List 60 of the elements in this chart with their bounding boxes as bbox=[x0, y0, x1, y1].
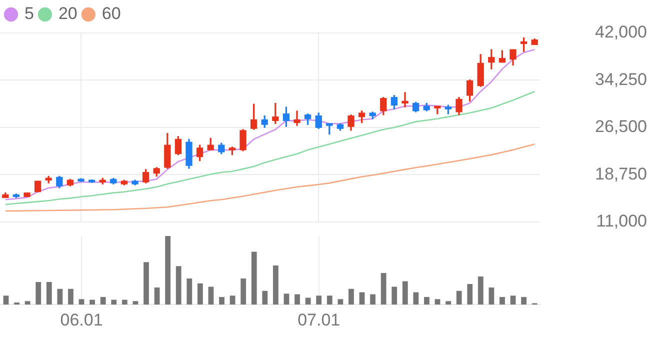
bar bbox=[434, 299, 440, 305]
bar bbox=[132, 301, 138, 305]
bar bbox=[338, 299, 344, 305]
y-tick-label: 34,250 bbox=[595, 70, 647, 89]
bar bbox=[46, 282, 52, 305]
bar bbox=[488, 287, 494, 305]
bar bbox=[521, 297, 527, 305]
candlestick bbox=[294, 110, 300, 126]
bar bbox=[316, 296, 322, 305]
bar bbox=[510, 296, 516, 305]
bar bbox=[273, 266, 278, 305]
bar bbox=[413, 292, 419, 305]
bar bbox=[467, 284, 473, 305]
bar bbox=[424, 297, 430, 305]
bar bbox=[3, 296, 9, 305]
bar bbox=[251, 252, 257, 305]
bar bbox=[165, 236, 171, 305]
bar bbox=[144, 262, 149, 305]
bar bbox=[197, 283, 203, 305]
bar bbox=[262, 290, 268, 305]
bar bbox=[305, 298, 311, 305]
bar bbox=[230, 296, 236, 305]
bar bbox=[402, 281, 408, 305]
bar bbox=[122, 300, 128, 305]
x-tick-label: 07.01 bbox=[298, 310, 340, 330]
legend-label: 20 bbox=[58, 4, 78, 24]
bar bbox=[57, 288, 63, 305]
bar bbox=[186, 278, 192, 305]
bar bbox=[68, 288, 74, 305]
bar bbox=[219, 297, 224, 305]
bar bbox=[478, 276, 484, 305]
bar bbox=[154, 287, 160, 305]
y-tick-label: 18,750 bbox=[595, 164, 647, 184]
bar bbox=[359, 292, 365, 305]
bar bbox=[500, 297, 505, 305]
bar bbox=[446, 301, 451, 305]
bar bbox=[176, 266, 182, 305]
bar bbox=[456, 290, 462, 305]
bar bbox=[294, 294, 300, 305]
y-tick-label: 42,000 bbox=[595, 22, 647, 42]
bar bbox=[326, 296, 332, 305]
bar bbox=[208, 286, 214, 305]
y-tick-label: 26,500 bbox=[595, 117, 647, 136]
bar bbox=[36, 282, 42, 305]
bar bbox=[370, 294, 376, 305]
legend-label: 60 bbox=[102, 4, 121, 24]
bar bbox=[392, 286, 398, 305]
bar bbox=[240, 278, 246, 305]
bar bbox=[100, 297, 106, 305]
bar bbox=[348, 288, 354, 305]
bar bbox=[284, 294, 290, 305]
bar bbox=[380, 273, 386, 305]
x-tick-label: 06.01 bbox=[60, 310, 103, 330]
y-tick-label: 11,000 bbox=[596, 211, 647, 230]
bar bbox=[78, 299, 84, 305]
bar bbox=[24, 301, 30, 305]
legend-label: 5 bbox=[24, 4, 34, 24]
candlestick bbox=[402, 92, 408, 108]
bar bbox=[111, 300, 117, 305]
bar bbox=[90, 300, 95, 305]
